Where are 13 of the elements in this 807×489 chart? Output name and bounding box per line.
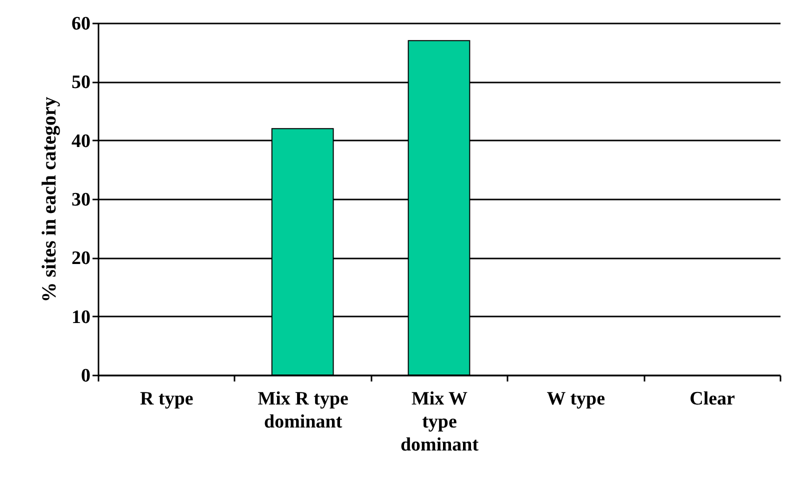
y-tick-label: 60: [72, 14, 90, 34]
x-tick-label: Mix W type dominant: [400, 388, 480, 456]
x-tick-label: Mix R type dominant: [258, 388, 348, 432]
x-tick-label: R type: [140, 388, 194, 410]
y-tick-label: 20: [72, 248, 90, 270]
x-tick-label: Clear: [690, 388, 736, 410]
y-tick-label: 30: [72, 190, 90, 210]
y-tick-label: 0: [81, 366, 90, 386]
x-tick-label: W type: [546, 388, 606, 410]
y-tick-label: 40: [72, 130, 90, 152]
y-tick-label: 10: [72, 306, 90, 328]
y-axis-title: % sites in each category: [38, 96, 60, 302]
y-tick-label: 50: [72, 72, 90, 94]
